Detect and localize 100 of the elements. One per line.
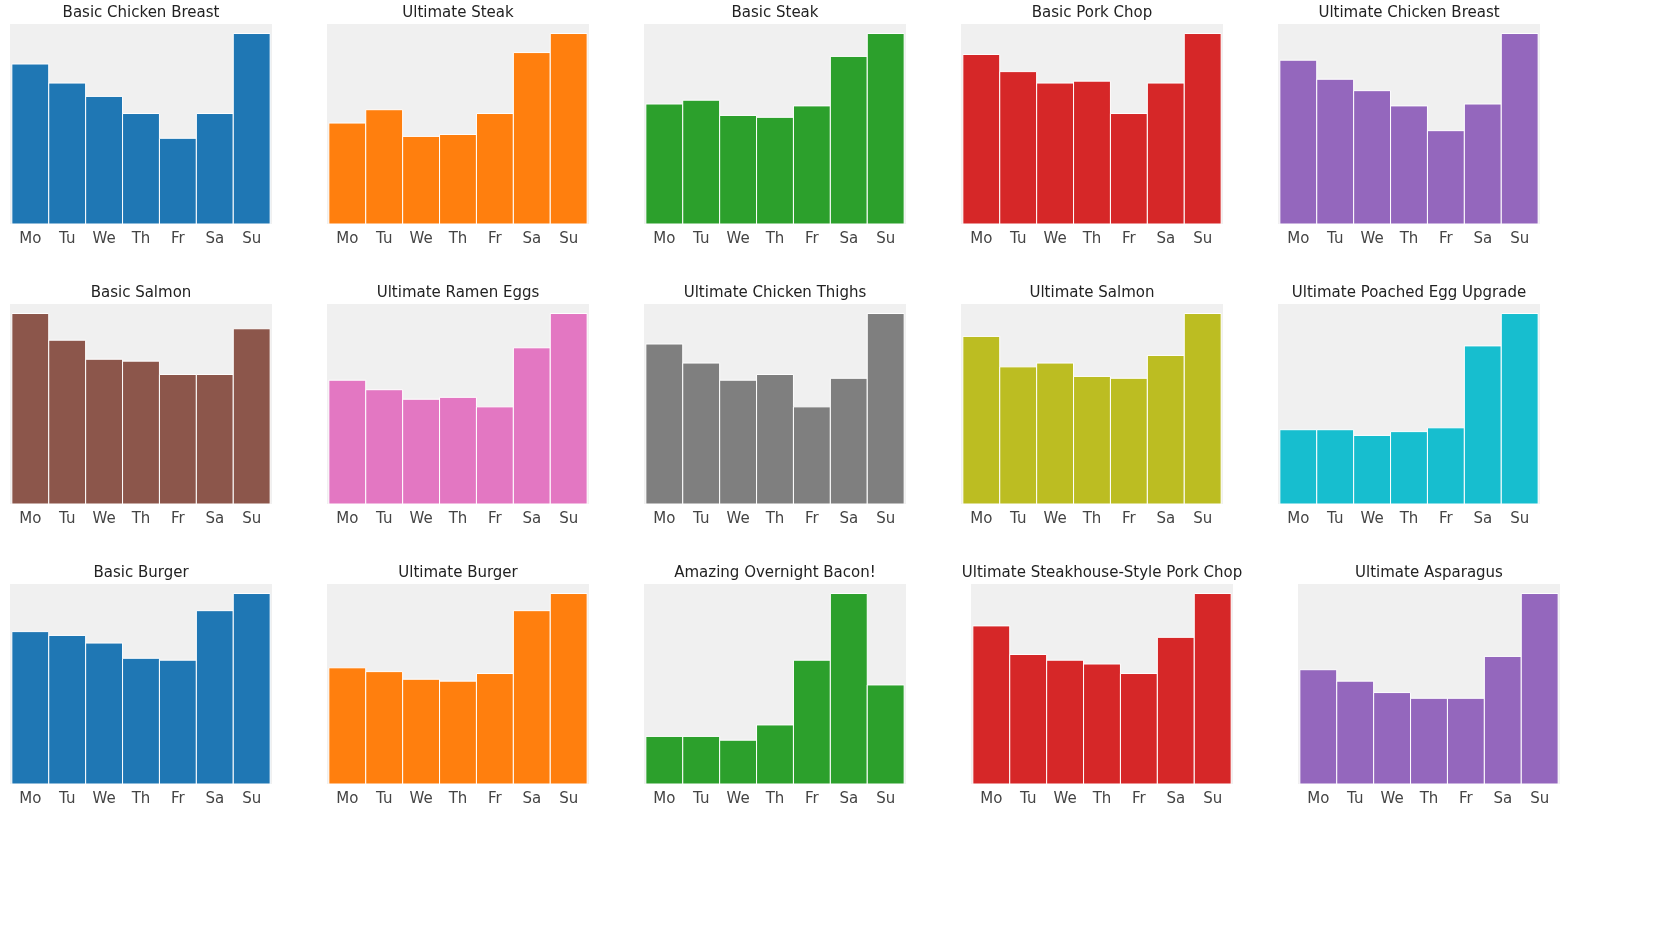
x-tick-label: Mo	[653, 788, 676, 807]
x-tick-label: Sa	[1473, 228, 1493, 247]
chart-title: Basic Steak	[731, 3, 819, 21]
x-tick-label: Th	[130, 228, 151, 247]
x-tick-label: We	[92, 508, 116, 527]
x-tick-label: Sa	[839, 508, 859, 527]
x-tick-label: Fr	[805, 788, 820, 807]
x-tick-label: Su	[1510, 228, 1530, 247]
x-tick-label: Su	[1510, 508, 1530, 527]
x-tick-label: We	[409, 228, 433, 247]
x-tick-label: Th	[130, 508, 151, 527]
x-tick-label: Fr	[1459, 788, 1474, 807]
x-tick-label: Tu	[691, 228, 710, 247]
x-tick-label: We	[92, 788, 116, 807]
chart-title: Ultimate Ramen Eggs	[376, 283, 540, 301]
x-tick-label: Th	[1398, 228, 1419, 247]
chart-title: Ultimate Steakhouse-Style Pork Chop	[961, 563, 1243, 581]
x-tick-label: Mo	[653, 508, 676, 527]
x-tick-label: Su	[1530, 788, 1550, 807]
x-tick-label: Mo	[19, 788, 42, 807]
x-tick-label: Th	[1081, 228, 1102, 247]
x-tick-label: Su	[1203, 788, 1223, 807]
x-tick-label: Tu	[691, 508, 710, 527]
x-tick-label: Mo	[19, 508, 42, 527]
x-tick-label: We	[409, 788, 433, 807]
chart-title: Basic Salmon	[90, 283, 192, 301]
x-tick-label: Su	[876, 228, 896, 247]
x-tick-label: Su	[559, 788, 579, 807]
x-tick-label: Su	[876, 788, 896, 807]
x-tick-label: We	[92, 228, 116, 247]
x-tick-label: We	[726, 228, 750, 247]
x-tick-label: Su	[876, 508, 896, 527]
x-tick-label: Th	[1398, 508, 1419, 527]
x-tick-label: Sa	[205, 508, 225, 527]
x-tick-label: Fr	[488, 228, 503, 247]
x-tick-label: Sa	[1493, 788, 1513, 807]
x-tick-label: Sa	[839, 228, 859, 247]
x-tick-label: Mo	[970, 228, 993, 247]
x-tick-label: Th	[764, 788, 785, 807]
x-tick-label: Su	[242, 788, 262, 807]
x-tick-label: Sa	[839, 788, 859, 807]
chart-title: Ultimate Asparagus	[1355, 563, 1504, 581]
x-tick-label: Tu	[1325, 228, 1344, 247]
chart-title: Ultimate Chicken Breast	[1318, 3, 1500, 21]
x-tick-label: Mo	[1287, 228, 1310, 247]
x-tick-label: Sa	[205, 228, 225, 247]
x-tick-label: Mo	[1287, 508, 1310, 527]
x-tick-label: Sa	[205, 788, 225, 807]
x-tick-label: Tu	[1008, 508, 1027, 527]
x-tick-label: Mo	[19, 228, 42, 247]
x-tick-label: Tu	[374, 228, 393, 247]
x-tick-label: Su	[559, 228, 579, 247]
x-tick-label: Fr	[171, 228, 186, 247]
x-tick-label: Th	[447, 228, 468, 247]
x-tick-label: Fr	[805, 228, 820, 247]
x-tick-label: Tu	[374, 508, 393, 527]
x-tick-label: Th	[130, 788, 151, 807]
x-tick-label: Mo	[980, 788, 1003, 807]
chart-title: Ultimate Chicken Thighs	[683, 283, 867, 301]
x-tick-label: Su	[1193, 508, 1213, 527]
x-tick-label: Mo	[1307, 788, 1330, 807]
x-tick-label: Tu	[57, 788, 76, 807]
x-tick-label: Th	[764, 228, 785, 247]
x-tick-label: Fr	[488, 788, 503, 807]
x-tick-label: Sa	[1156, 228, 1176, 247]
chart-title: Amazing Overnight Bacon!	[674, 563, 876, 581]
x-tick-label: Th	[447, 788, 468, 807]
x-tick-label: Su	[559, 508, 579, 527]
chart-title: Ultimate Burger	[398, 563, 519, 581]
x-tick-label: Tu	[57, 508, 76, 527]
x-tick-label: We	[726, 788, 750, 807]
x-tick-label: Fr	[1132, 788, 1147, 807]
x-tick-label: We	[1053, 788, 1077, 807]
x-tick-label: Tu	[57, 228, 76, 247]
x-tick-label: Mo	[970, 508, 993, 527]
x-tick-label: We	[1380, 788, 1404, 807]
x-tick-label: We	[726, 508, 750, 527]
chart-title: Basic Burger	[93, 563, 190, 581]
x-tick-label: Sa	[1166, 788, 1186, 807]
x-tick-label: Fr	[171, 788, 186, 807]
chart-title: Ultimate Steak	[402, 3, 514, 21]
x-tick-label: Su	[1193, 228, 1213, 247]
x-tick-label: Fr	[1439, 228, 1454, 247]
x-tick-label: Tu	[374, 788, 393, 807]
x-tick-label: Sa	[522, 228, 542, 247]
x-tick-label: Sa	[1156, 508, 1176, 527]
x-tick-label: Mo	[336, 788, 359, 807]
x-tick-label: Th	[1418, 788, 1439, 807]
x-tick-label: We	[1360, 228, 1384, 247]
x-tick-label: Fr	[805, 508, 820, 527]
chart-title: Basic Pork Chop	[1031, 3, 1153, 21]
x-tick-label: Sa	[1473, 508, 1493, 527]
x-tick-label: Fr	[1122, 508, 1137, 527]
x-tick-label: Mo	[336, 508, 359, 527]
x-tick-label: Tu	[691, 788, 710, 807]
x-tick-label: We	[1043, 228, 1067, 247]
x-tick-label: Tu	[1018, 788, 1037, 807]
x-tick-label: We	[1043, 508, 1067, 527]
x-tick-label: Sa	[522, 788, 542, 807]
x-tick-label: Th	[1091, 788, 1112, 807]
